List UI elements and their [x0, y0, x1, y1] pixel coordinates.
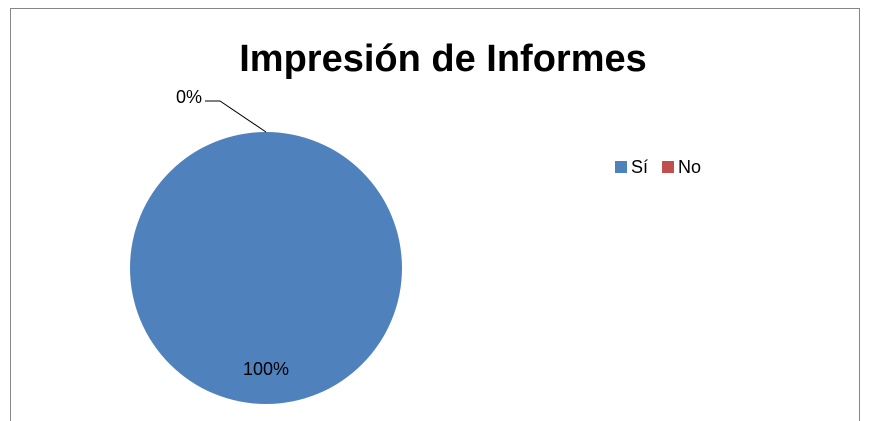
pie-slice — [130, 132, 402, 404]
legend-label: No — [678, 157, 701, 177]
data-label: 100% — [243, 359, 289, 379]
legend-label: Sí — [631, 157, 648, 177]
legend-swatch — [615, 161, 627, 173]
data-label: 0% — [176, 87, 202, 107]
leader-line — [205, 100, 267, 133]
legend-swatch — [662, 161, 675, 173]
chart-title: Impresión de Informes — [239, 38, 647, 80]
